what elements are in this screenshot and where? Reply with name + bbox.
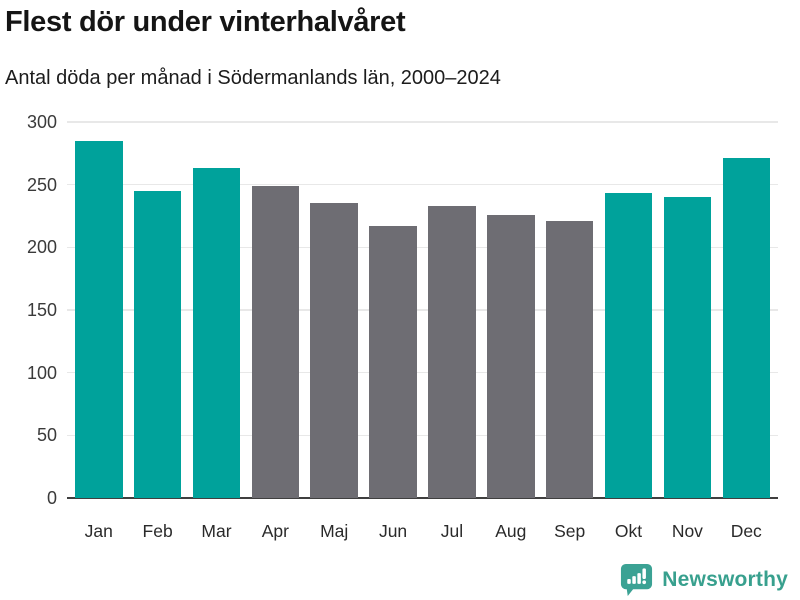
bar-dec <box>722 158 770 498</box>
bar-maj <box>310 203 358 498</box>
bar-chart-plot-area <box>67 121 778 499</box>
bar-jan <box>75 140 123 498</box>
bar-sep <box>545 221 594 498</box>
x-tick-label-feb: Feb <box>142 521 173 541</box>
x-tick-label-jun: Jun <box>378 521 408 541</box>
newsworthy-logo: Newsworthy <box>619 562 788 597</box>
gridline-300 <box>67 121 778 123</box>
y-tick-label-100: 100 <box>26 362 57 383</box>
y-tick-label-0: 0 <box>46 488 57 508</box>
bar-apr <box>251 185 300 498</box>
chart-title: Flest dör under vinterhalvåret <box>5 6 406 38</box>
bar-jun <box>369 226 417 498</box>
gridline-50 <box>67 434 778 437</box>
bar-mar <box>192 168 241 498</box>
y-tick-label-150: 150 <box>26 300 57 320</box>
x-tick-label-jul: Jul <box>440 521 464 541</box>
bar-okt <box>604 193 653 498</box>
gridline-250 <box>67 183 778 186</box>
bar-nov <box>663 197 712 498</box>
gridline-100 <box>67 371 778 374</box>
y-tick-label-50: 50 <box>36 425 57 446</box>
gridline-150 <box>67 309 778 311</box>
gridline-200 <box>67 246 778 249</box>
y-tick-label-300: 300 <box>26 112 57 132</box>
x-axis-line <box>67 496 778 499</box>
x-tick-label-maj: Maj <box>320 521 349 541</box>
bar-aug <box>487 214 535 498</box>
x-tick-label-okt: Okt <box>614 521 643 541</box>
y-tick-label-200: 200 <box>26 237 57 258</box>
x-tick-label-nov: Nov <box>671 521 703 541</box>
bar-jul <box>428 205 476 498</box>
newsworthy-logo-icon <box>621 563 653 597</box>
x-tick-label-apr: Apr <box>261 521 289 541</box>
y-tick-label-250: 250 <box>26 174 57 195</box>
newsworthy-logo-text: Newsworthy <box>662 567 788 591</box>
chart-subtitle: Antal döda per månad i Södermanlands län… <box>5 67 501 89</box>
x-tick-label-sep: Sep <box>554 521 586 541</box>
x-tick-label-aug: Aug <box>495 521 527 541</box>
x-tick-label-dec: Dec <box>730 521 762 541</box>
x-tick-label-jan: Jan <box>84 521 113 541</box>
x-tick-label-mar: Mar <box>201 521 232 541</box>
bar-feb <box>133 190 182 498</box>
